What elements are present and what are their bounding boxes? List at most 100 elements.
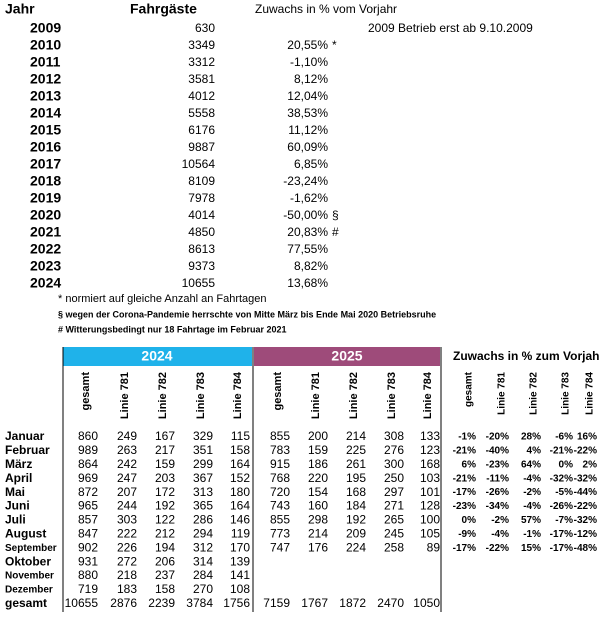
change: 11,12% [288,123,328,137]
column-header: gesamt [272,372,284,411]
cell: 855 [270,513,290,527]
cell: 101 [420,485,440,499]
cell: 286 [193,513,213,527]
cell: 64% [521,459,541,470]
row-label: Januar [5,429,45,443]
cell: 16% [577,432,597,443]
cell: 855 [270,429,290,443]
cell: 245 [384,526,404,540]
column-header: Linie 781 [119,372,131,419]
cell: 261 [346,457,366,471]
cell: 192 [346,513,366,527]
cell: 184 [346,499,366,513]
cell: 6% [462,459,477,470]
row-label: gesamt [5,596,47,610]
cell: 3784 [186,596,213,610]
cell: 89 [427,540,441,554]
cell: 122 [155,513,175,527]
cell: 218 [117,568,137,582]
cell: -40% [486,446,509,457]
cell: 276 [384,443,404,457]
cell: 176 [308,540,328,554]
cell: 180 [230,485,250,499]
cell: -2% [491,515,509,526]
year: 2013 [30,88,61,104]
passengers: 10564 [182,157,216,171]
cell: -5% [555,487,573,498]
column-header: Linie 784 [232,371,244,419]
cell: -17% [453,487,476,498]
passengers: 3349 [188,38,215,52]
cell: 1767 [301,596,328,610]
year: 2011 [30,54,61,70]
cell: 768 [270,471,290,485]
cell: 0% [559,459,574,470]
change: 38,53% [287,106,328,120]
cell: 57% [521,515,541,526]
cell: 244 [117,499,137,513]
cell: 194 [155,540,175,554]
row-label: November [5,571,54,582]
passengers: 3312 [188,55,215,69]
column-header: Linie 784 [422,371,434,419]
row-label: April [5,471,32,485]
group-header: 2024 [141,348,172,364]
cell: -4% [491,529,509,540]
cell: 186 [308,457,328,471]
cell: 7159 [263,596,290,610]
cell: -17% [550,529,573,540]
cell: 195 [346,471,366,485]
passengers: 6176 [188,123,215,137]
cell: 214 [346,429,366,443]
cell: -1% [523,529,541,540]
cell: 222 [117,526,137,540]
cell: 989 [78,443,98,457]
change: 60,09% [287,140,328,154]
cell: -12% [574,529,597,540]
cell: 351 [193,443,213,457]
column-header: Linie 781 [310,372,322,419]
cell: 158 [155,582,175,596]
cell: 270 [193,582,213,596]
cell: -22% [574,446,597,457]
year: 2010 [30,37,61,53]
change: 8,12% [294,72,328,86]
passengers: 4014 [188,208,215,222]
cell: 15% [521,543,541,554]
cell: 1756 [223,596,250,610]
passengers: 4012 [188,89,215,103]
cell: 265 [384,513,404,527]
cell: 864 [78,457,98,471]
cell: -23% [486,459,509,470]
column-header: Linie 781 [497,372,508,415]
cell: 747 [270,540,290,554]
group-header: 2025 [331,348,362,364]
cell: 1050 [413,596,440,610]
cell: 158 [230,443,250,457]
passengers: 4850 [188,225,215,239]
cell: 203 [155,471,175,485]
cell: 141 [230,568,250,582]
cell: 931 [78,554,98,568]
cell: -11% [486,473,509,484]
cell: 872 [78,485,98,499]
passengers: 8613 [188,242,215,256]
passengers: 3581 [188,72,215,86]
year: 2021 [30,224,61,240]
cell: -9% [458,529,476,540]
cell: -21% [453,446,476,457]
cell: -26% [550,501,573,512]
year: 2014 [30,105,61,121]
year: 2018 [30,173,61,189]
cell: -34% [486,501,509,512]
cell: 159 [308,443,328,457]
row-label: Oktober [5,554,51,568]
cell: 206 [155,554,175,568]
change: 8,82% [294,259,328,273]
column-header: Linie 782 [529,372,540,415]
cell: 212 [155,526,175,540]
cell: 2239 [148,596,175,610]
cell: 139 [230,554,250,568]
footnote: # Witterungsbedingt nur 18 Fahrtage im F… [58,324,286,334]
cell: -2% [523,487,541,498]
